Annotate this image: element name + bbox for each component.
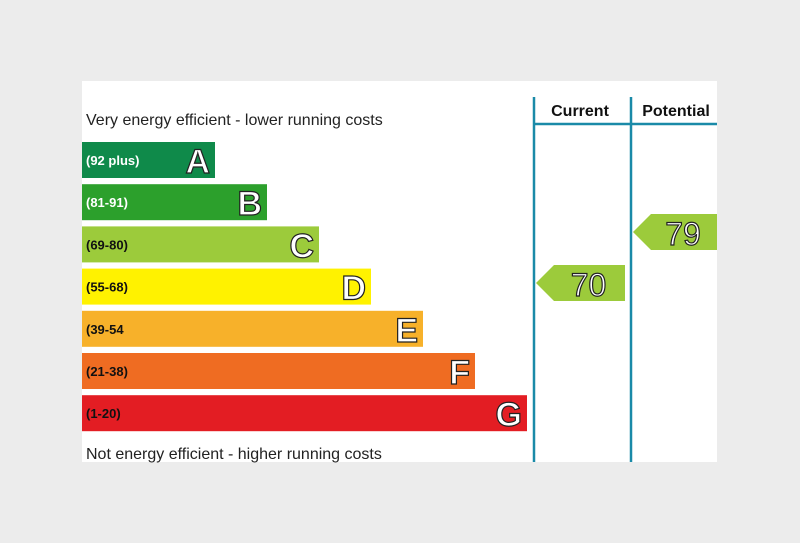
band-range-label: (55-68) [86, 280, 128, 295]
potential-rating-value: 79 [665, 216, 701, 252]
top-caption: Very energy efficient - lower running co… [86, 112, 383, 129]
band-bar-E [82, 310, 423, 347]
band-letter: G [496, 396, 522, 434]
band-letter: E [395, 312, 418, 350]
band-range-label: (1-20) [86, 406, 121, 421]
band-range-label: (92 plus) [86, 153, 139, 168]
band-letter: A [185, 143, 210, 181]
band-range-label: (81-91) [86, 195, 128, 210]
band-bar-A [82, 142, 215, 178]
band-bar-D [82, 268, 371, 305]
band-letter: C [289, 227, 314, 265]
current-rating-arrow [536, 265, 625, 301]
band-range-label: (39-54 [86, 322, 124, 337]
current-rating-value: 70 [571, 267, 607, 303]
bottom-caption: Not energy efficient - higher running co… [86, 446, 382, 463]
band-letter: D [341, 270, 366, 308]
band-letter: F [449, 354, 470, 392]
potential-rating-arrow [633, 214, 717, 250]
band-range-label: (69-80) [86, 237, 128, 252]
band-bar-F [82, 353, 475, 389]
band-range-label: (21-38) [86, 364, 128, 379]
band-letter: B [237, 185, 262, 223]
band-bar-B [82, 184, 267, 221]
band-bar-C [82, 226, 319, 263]
header-potential: Potential [642, 103, 710, 120]
band-bar-G [82, 395, 527, 432]
header-current: Current [551, 103, 609, 120]
